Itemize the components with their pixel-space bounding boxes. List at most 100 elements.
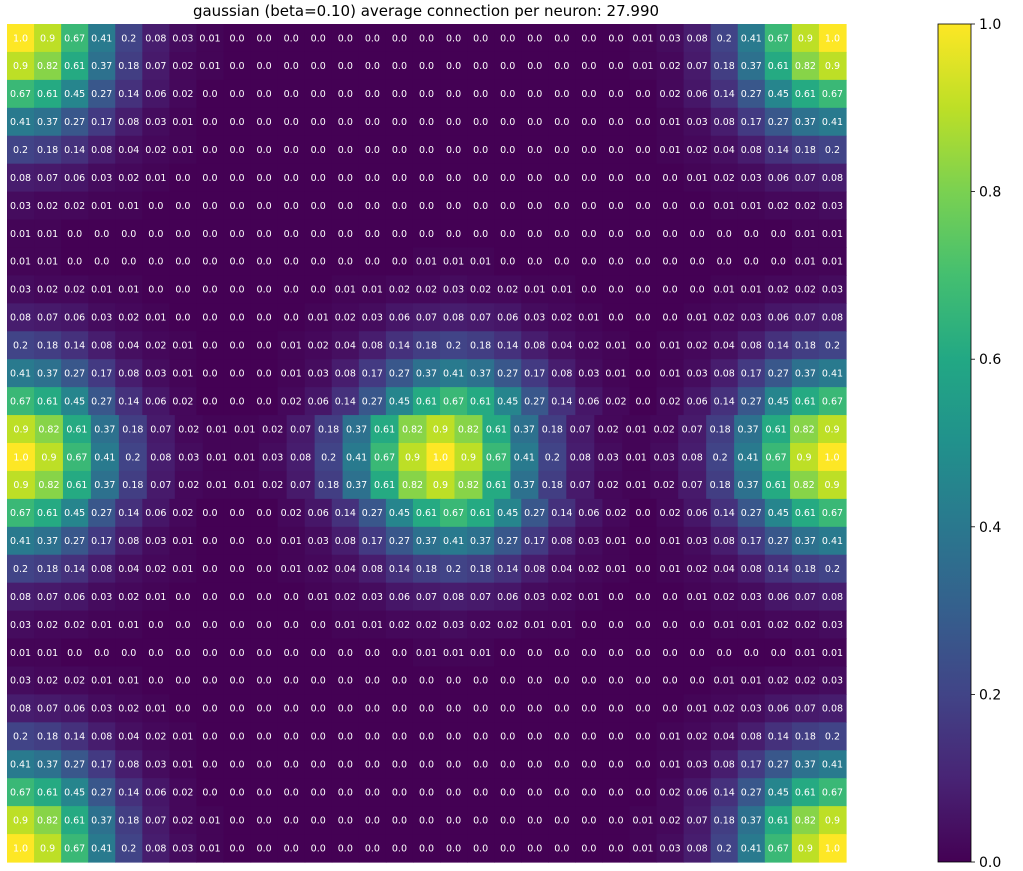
heatmap-cell — [385, 750, 414, 779]
heatmap-cell-label: 0.02 — [687, 564, 708, 575]
heatmap-cell-label: 0.37 — [416, 368, 437, 379]
heatmap-cell-label: 0.0 — [392, 704, 407, 715]
heatmap-cell-label: 0.03 — [822, 620, 843, 631]
heatmap-cell-label: 0.37 — [514, 424, 535, 435]
heatmap-cell — [142, 24, 170, 53]
heatmap-cell — [467, 24, 495, 53]
heatmap-cell-label: 0.03 — [262, 452, 283, 463]
heatmap-cell-label: 0.01 — [172, 145, 193, 156]
heatmap-cell — [510, 470, 539, 500]
heatmap-cell — [331, 135, 360, 165]
heatmap-cell-label: 0.9 — [824, 480, 839, 491]
heatmap-cell — [115, 638, 143, 668]
heatmap-cell — [142, 51, 170, 81]
heatmap-cell-label: 0.0 — [446, 787, 461, 798]
heatmap-cell — [521, 806, 549, 835]
heatmap-cell-label: 0.0 — [635, 368, 650, 379]
heatmap-cell — [115, 135, 143, 165]
heatmap-cell — [683, 834, 712, 863]
heatmap-cell — [818, 666, 847, 695]
heatmap-cell-label: 0.0 — [338, 89, 353, 100]
heatmap-cell — [7, 806, 35, 835]
heatmap-cell-label: 0.37 — [738, 424, 759, 435]
heatmap-cell — [602, 722, 631, 751]
heatmap-cell-label: 0.27 — [389, 368, 410, 379]
heatmap-cell — [548, 610, 576, 640]
heatmap-cell — [358, 638, 387, 668]
heatmap-cell-label: 0.0 — [581, 33, 596, 44]
heatmap-cell-label: 0.04 — [335, 341, 356, 352]
heatmap-cell — [250, 331, 279, 360]
heatmap-cell — [34, 610, 62, 640]
heatmap-cell-label: 0.0 — [311, 257, 326, 268]
heatmap-cell — [34, 694, 62, 723]
heatmap-cell — [250, 750, 279, 779]
heatmap-cell — [629, 498, 658, 528]
heatmap-cell — [142, 834, 170, 863]
heatmap-cell — [683, 163, 712, 193]
heatmap-cell — [169, 303, 198, 332]
heatmap-cell — [791, 24, 820, 53]
heatmap-cell — [223, 638, 252, 668]
heatmap-cell — [494, 722, 522, 751]
heatmap-cell — [61, 834, 89, 863]
heatmap-cell — [304, 163, 333, 193]
heatmap-cell-label: 0.02 — [687, 732, 708, 743]
heatmap-cell-label: 0.01 — [308, 313, 329, 324]
heatmap-cell — [385, 694, 414, 723]
heatmap-cell — [385, 331, 414, 360]
heatmap-cell — [467, 498, 495, 528]
heatmap-cell — [277, 582, 306, 612]
heatmap-cell — [818, 694, 847, 723]
colorbar-tick-label: 0.2 — [979, 687, 1001, 703]
heatmap-cell-label: 0.01 — [822, 257, 843, 268]
heatmap-cell-label: 0.01 — [605, 536, 626, 547]
heatmap-cell — [358, 107, 387, 137]
heatmap-cell — [791, 554, 820, 584]
heatmap-cell — [467, 331, 495, 360]
heatmap-cell — [169, 582, 198, 612]
heatmap-cell — [314, 470, 344, 500]
heatmap-cell-label: 0.03 — [91, 704, 112, 715]
heatmap-cell-label: 0.0 — [500, 676, 515, 687]
heatmap-cell-label: 0.41 — [10, 368, 31, 379]
heatmap-cell-label: 0.0 — [473, 89, 488, 100]
heatmap-cell-label: 0.61 — [795, 508, 816, 519]
heatmap-cell — [277, 778, 306, 807]
heatmap-cell — [223, 247, 252, 276]
heatmap-cell — [467, 582, 495, 612]
heatmap-cell-label: 0.07 — [570, 480, 591, 491]
heatmap-cell-label: 0.0 — [338, 704, 353, 715]
heatmap-cell-label: 0.01 — [172, 760, 193, 771]
heatmap-cell-label: 0.08 — [10, 173, 31, 184]
heatmap-cell — [521, 554, 549, 584]
heatmap-cell-label: 0.2 — [717, 843, 732, 854]
heatmap-cell — [61, 163, 89, 193]
heatmap-cell — [791, 247, 820, 276]
heatmap-cell-label: 0.0 — [473, 145, 488, 156]
heatmap-cell-label: 0.0 — [284, 843, 299, 854]
heatmap-cell — [656, 526, 685, 556]
heatmap-cell — [467, 610, 495, 640]
heatmap-cell — [115, 694, 143, 723]
heatmap-cell-label: 0.01 — [91, 285, 112, 296]
heatmap-cell — [678, 415, 707, 444]
heatmap-cell — [818, 498, 847, 528]
heatmap-cell-label: 0.07 — [687, 61, 708, 72]
heatmap-cell — [169, 247, 198, 276]
heatmap-cell — [223, 24, 252, 53]
heatmap-cell-label: 0.0 — [581, 201, 596, 212]
heatmap-cell-label: 0.0 — [229, 676, 244, 687]
heatmap-cell — [494, 163, 522, 193]
heatmap-cell-label: 0.61 — [486, 424, 507, 435]
heatmap-cell-label: 0.0 — [690, 676, 705, 687]
heatmap-cell-label: 0.01 — [308, 592, 329, 603]
heatmap-cell-label: 0.0 — [473, 33, 488, 44]
heatmap-cell-label: 0.01 — [660, 145, 681, 156]
heatmap-cell-label: 0.08 — [682, 452, 703, 463]
heatmap-cell-label: 0.67 — [486, 452, 507, 463]
heatmap-cell — [575, 778, 604, 807]
heatmap-cell-label: 0.2 — [13, 341, 28, 352]
heatmap-cell-label: 0.0 — [338, 815, 353, 826]
